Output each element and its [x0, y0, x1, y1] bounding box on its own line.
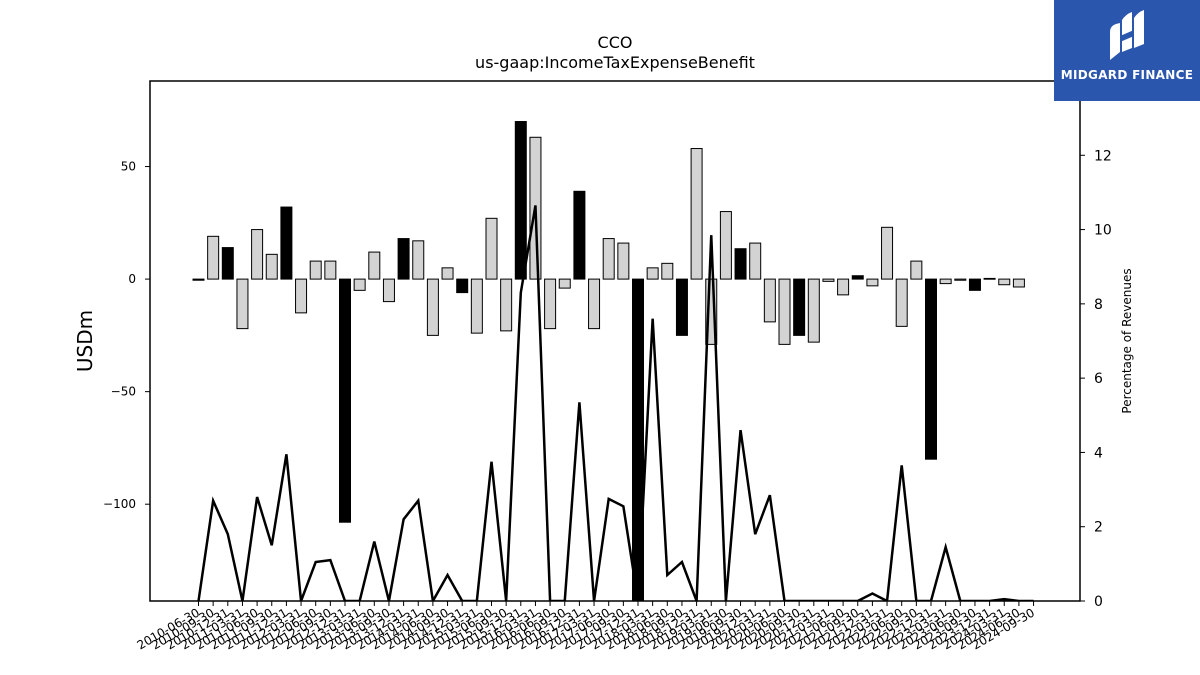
logo-text: MIDGARD FINANCE [1060, 68, 1194, 82]
bar-2020-09-30 [793, 278, 806, 336]
bar-2024-06-30 [1012, 278, 1025, 288]
bar-2014-09-30 [441, 267, 454, 280]
bar-2024-03-31 [998, 278, 1011, 286]
bar-2022-03-31 [881, 226, 894, 280]
bar-2010-09-30 [207, 235, 220, 280]
bar-2020-12-31 [807, 278, 820, 343]
bar-2015-09-30 [500, 278, 513, 332]
bar-2012-03-31 [295, 278, 308, 314]
chart-title: CCO [598, 33, 633, 52]
bar-2010-12-31 [221, 247, 234, 280]
y2-tick-label: 0 [1094, 594, 1103, 610]
bar-2011-09-30 [265, 253, 278, 280]
y-axis-label: USDm [73, 310, 97, 372]
bar-2011-03-31 [236, 278, 249, 330]
bar-2023-06-30 [954, 278, 967, 281]
bar-2021-12-31 [866, 278, 879, 287]
y-tick-label: −100 [103, 497, 136, 511]
bar-2016-09-30 [558, 278, 571, 289]
bar-2018-12-31 [690, 148, 703, 280]
bar-2023-09-30 [968, 278, 981, 291]
bar-2023-03-31 [939, 278, 952, 285]
bar-2019-06-30 [719, 211, 732, 280]
bar-2021-03-31 [822, 278, 835, 282]
bar-2014-06-30 [426, 278, 439, 336]
bar-2014-03-31 [412, 240, 425, 280]
bar-2017-06-30 [602, 238, 615, 280]
y2-axis-label: Percentage of Revenues [1120, 268, 1134, 413]
y-tick-label: −50 [111, 385, 136, 399]
bar-2016-12-31 [573, 190, 586, 280]
bar-2011-12-31 [280, 206, 293, 280]
y2-tick-label: 6 [1094, 371, 1103, 387]
bar-2011-06-30 [251, 229, 264, 280]
bar-2017-12-31 [632, 278, 644, 601]
bar-2015-12-31 [514, 121, 527, 280]
bar-2016-06-30 [544, 278, 557, 330]
y2-tick-label: 2 [1094, 520, 1103, 536]
bar-2018-03-31 [646, 267, 659, 280]
axes-layer: 500−50−1000246810122010-06-302010-09-302… [103, 80, 1112, 652]
line-layer [197, 205, 1034, 601]
bar-2021-09-30 [851, 275, 864, 280]
y2-tick-label: 10 [1094, 223, 1112, 239]
revenue-percentage-line [197, 205, 1034, 601]
bar-2018-06-30 [661, 262, 674, 280]
bar-2021-06-30 [837, 278, 850, 296]
bar-2020-03-31 [763, 278, 776, 323]
y-tick-label: 50 [121, 160, 136, 174]
bar-2012-12-31 [339, 278, 351, 523]
bar-2020-06-30 [778, 278, 791, 345]
bar-2017-03-31 [588, 278, 601, 330]
bars-layer [192, 121, 1025, 601]
chart-subtitle: us-gaap:IncomeTaxExpenseBenefit [475, 53, 755, 72]
bar-2013-06-30 [368, 251, 381, 280]
bar-2013-12-31 [397, 238, 410, 280]
brand-logo: MIDGARD FINANCE [1054, 0, 1200, 101]
bar-2019-09-30 [734, 248, 747, 280]
bar-2015-03-31 [470, 278, 483, 334]
bar-2018-09-30 [675, 278, 688, 336]
y2-tick-label: 4 [1094, 445, 1103, 461]
y-tick-label: 0 [128, 272, 136, 286]
bar-2014-12-31 [456, 278, 469, 294]
plot-frame [149, 80, 1081, 602]
y2-tick-label: 8 [1094, 297, 1103, 313]
bar-2012-09-30 [324, 260, 337, 280]
bar-2015-06-30 [485, 217, 498, 280]
bar-2019-03-31 [705, 278, 718, 345]
midgard-logo-icon [1110, 10, 1144, 60]
bar-2012-06-30 [309, 260, 322, 280]
y2-tick-label: 12 [1094, 148, 1112, 164]
bar-2013-03-31 [353, 278, 366, 291]
bar-2022-06-30 [895, 278, 908, 327]
bar-2022-09-30 [910, 260, 923, 280]
bar-2013-09-30 [382, 278, 395, 303]
bar-2017-09-30 [617, 242, 630, 280]
bar-2019-12-31 [749, 242, 762, 280]
bar-2022-12-31 [925, 278, 937, 460]
bar-2023-12-31 [983, 277, 996, 280]
bar-2010-06-30 [192, 278, 205, 281]
